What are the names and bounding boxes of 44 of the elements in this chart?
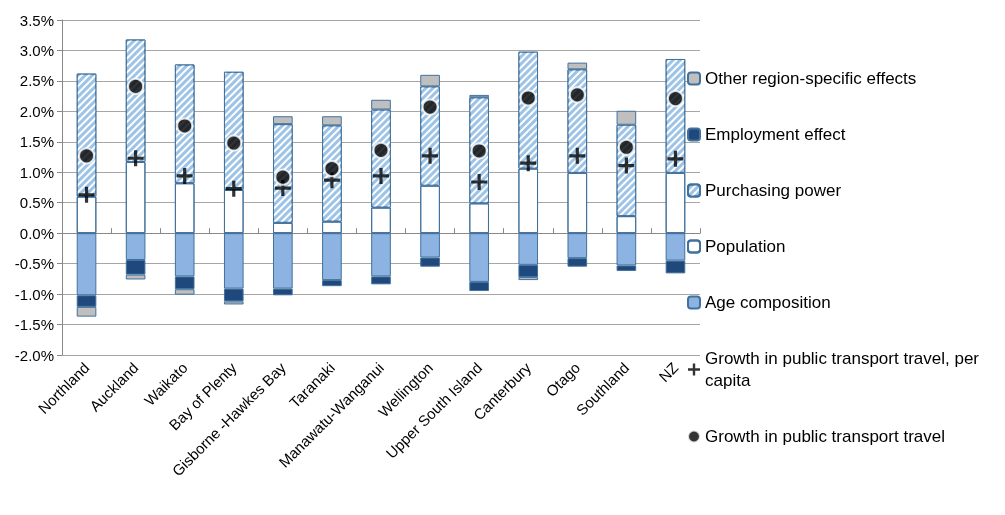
point <box>372 141 390 159</box>
point <box>471 174 488 191</box>
point <box>78 186 95 203</box>
y-tick-label: 3.0% <box>19 41 54 59</box>
point <box>176 167 193 184</box>
point <box>127 77 145 95</box>
y-tick-label: 2.5% <box>19 72 54 90</box>
point <box>421 98 439 116</box>
legend-label: Population <box>705 237 786 256</box>
point <box>225 180 242 197</box>
point <box>470 142 488 160</box>
y-tick-label: -2.0% <box>14 346 54 364</box>
legend-label: Purchasing power <box>705 181 842 200</box>
point <box>78 147 96 165</box>
point <box>274 168 292 186</box>
point <box>617 138 635 156</box>
y-tick-label: -1.0% <box>14 285 54 303</box>
point <box>568 86 586 104</box>
point <box>569 147 586 164</box>
legend-label: Growth in public transport travel, per capita <box>705 349 984 390</box>
y-tick-label: 0.0% <box>19 224 54 242</box>
point <box>666 90 684 108</box>
legend-label: Growth in public transport travel <box>705 427 945 446</box>
legend-label: Employment effect <box>705 125 846 144</box>
point <box>127 150 144 167</box>
y-tick-label: 1.0% <box>19 163 54 181</box>
legend-label: Age composition <box>705 293 831 312</box>
y-tick-label: -0.5% <box>14 255 54 273</box>
y-tick-label: 1.5% <box>19 133 54 151</box>
point <box>373 167 389 184</box>
x-tick-label: NZ <box>655 358 682 386</box>
point <box>618 157 635 174</box>
point <box>176 117 194 135</box>
point <box>225 134 243 152</box>
y-tick-label: 2.0% <box>19 102 54 120</box>
y-tick-label: 3.5% <box>19 11 54 29</box>
point <box>519 89 537 107</box>
point <box>422 147 439 164</box>
y-tick-label: 0.5% <box>19 194 54 212</box>
point <box>323 160 341 178</box>
point <box>520 155 537 172</box>
point <box>667 150 684 167</box>
y-tick-label: -1.5% <box>14 316 54 334</box>
legend-label: Other region-specific effects <box>705 69 917 88</box>
